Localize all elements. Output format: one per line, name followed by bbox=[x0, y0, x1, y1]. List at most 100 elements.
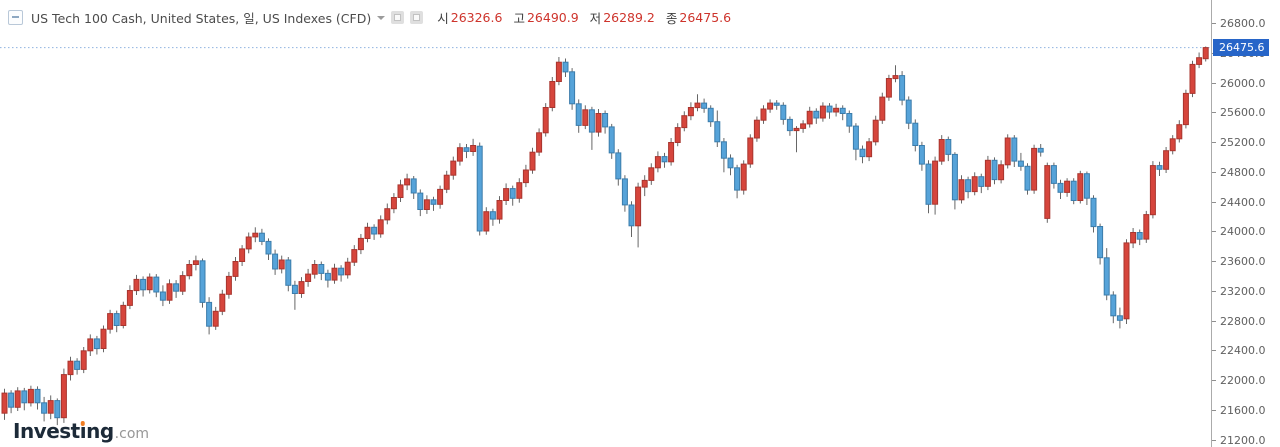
axis-tick-label: 26000.0 bbox=[1212, 77, 1266, 90]
candle bbox=[34, 386, 41, 410]
axis-tick-label: 24800.0 bbox=[1212, 166, 1266, 179]
candle bbox=[120, 301, 127, 329]
collapse-icon[interactable] bbox=[8, 9, 23, 25]
chart-canvas[interactable] bbox=[0, 0, 1211, 447]
candle bbox=[1136, 229, 1143, 246]
candle bbox=[384, 203, 391, 225]
candle bbox=[582, 105, 589, 130]
logo-orange-dot bbox=[80, 421, 86, 426]
candle bbox=[1176, 120, 1183, 143]
candle bbox=[80, 347, 87, 374]
candle bbox=[912, 119, 919, 152]
candle bbox=[793, 126, 800, 153]
axis-tick-label: 23600.0 bbox=[1212, 255, 1266, 268]
candle bbox=[1116, 307, 1123, 329]
candle bbox=[707, 105, 714, 127]
candle bbox=[859, 145, 866, 164]
candle bbox=[159, 285, 166, 307]
axis-tick-label: 22000.0 bbox=[1212, 374, 1266, 387]
investing-logo[interactable]: Investı ng .com bbox=[13, 419, 149, 443]
candle bbox=[549, 77, 556, 112]
candle bbox=[839, 105, 846, 121]
minus-glyph bbox=[12, 16, 19, 18]
candle bbox=[1196, 52, 1203, 69]
candle bbox=[819, 102, 826, 122]
chart-settings-icon[interactable] bbox=[410, 10, 424, 24]
candle bbox=[1031, 144, 1038, 194]
candle bbox=[1163, 147, 1170, 173]
candle bbox=[1149, 161, 1156, 219]
candle bbox=[476, 142, 483, 236]
candle bbox=[1004, 134, 1011, 169]
candle bbox=[872, 115, 879, 146]
axis-tick-label: 21600.0 bbox=[1212, 404, 1266, 417]
candle bbox=[1189, 60, 1196, 98]
candle bbox=[938, 135, 945, 165]
candle bbox=[727, 154, 734, 176]
candle bbox=[496, 196, 503, 224]
ohlc-readout: 시 26326.6 고 26490.9 저 26289.2 종 26475.6 bbox=[437, 8, 731, 27]
candle bbox=[608, 123, 615, 159]
candle bbox=[351, 245, 358, 266]
candle bbox=[1130, 228, 1137, 249]
candle bbox=[1064, 178, 1071, 197]
candle bbox=[1070, 178, 1077, 205]
candle bbox=[397, 179, 404, 202]
candle bbox=[1169, 135, 1176, 155]
candle bbox=[555, 57, 562, 86]
candle bbox=[991, 157, 998, 185]
square-glyph bbox=[413, 13, 421, 21]
candle bbox=[694, 94, 701, 112]
candle bbox=[1202, 46, 1209, 62]
candle bbox=[562, 58, 569, 77]
candle bbox=[173, 280, 180, 298]
candle bbox=[153, 274, 160, 298]
candle bbox=[463, 144, 470, 159]
candle bbox=[107, 309, 114, 334]
candle bbox=[357, 234, 364, 255]
candle bbox=[998, 160, 1005, 184]
candle bbox=[232, 257, 239, 281]
axis-tick-label: 25200.0 bbox=[1212, 136, 1266, 149]
candle bbox=[720, 138, 727, 173]
logo-wordmark: Investı ng bbox=[13, 419, 114, 443]
chart-style-icon[interactable] bbox=[391, 10, 405, 24]
candle bbox=[813, 108, 820, 124]
candle bbox=[285, 257, 292, 292]
candle bbox=[654, 151, 661, 173]
candle bbox=[760, 105, 767, 124]
chevron-down-icon[interactable] bbox=[377, 16, 386, 20]
candle bbox=[978, 173, 985, 194]
logo-com-suffix: .com bbox=[114, 426, 150, 442]
candle bbox=[390, 193, 397, 214]
candle bbox=[67, 356, 74, 381]
chart-header: US Tech 100 Cash, United States, 일, US I… bbox=[8, 7, 731, 27]
candle bbox=[971, 172, 978, 196]
candle bbox=[126, 285, 133, 310]
axis-tick-label: 23200.0 bbox=[1212, 285, 1266, 298]
candle bbox=[641, 175, 648, 197]
candle bbox=[344, 257, 351, 279]
candle bbox=[575, 99, 582, 133]
candle bbox=[621, 175, 628, 212]
candle bbox=[265, 238, 272, 260]
candle bbox=[925, 160, 932, 214]
candle bbox=[245, 232, 252, 254]
candle bbox=[1083, 171, 1090, 205]
candle bbox=[1156, 161, 1163, 176]
candle bbox=[1110, 291, 1117, 324]
candle bbox=[866, 138, 873, 162]
candle bbox=[443, 170, 450, 194]
candle bbox=[701, 98, 708, 113]
candle bbox=[140, 276, 147, 297]
candle bbox=[1044, 162, 1051, 223]
candle bbox=[885, 74, 892, 101]
candle bbox=[437, 185, 444, 209]
candle bbox=[483, 207, 490, 235]
price-axis[interactable]: 26800.026400.026000.025600.025200.024800… bbox=[1211, 0, 1280, 447]
candle bbox=[206, 297, 213, 335]
candle bbox=[8, 390, 15, 414]
candle bbox=[1011, 135, 1018, 167]
candle bbox=[509, 185, 516, 206]
